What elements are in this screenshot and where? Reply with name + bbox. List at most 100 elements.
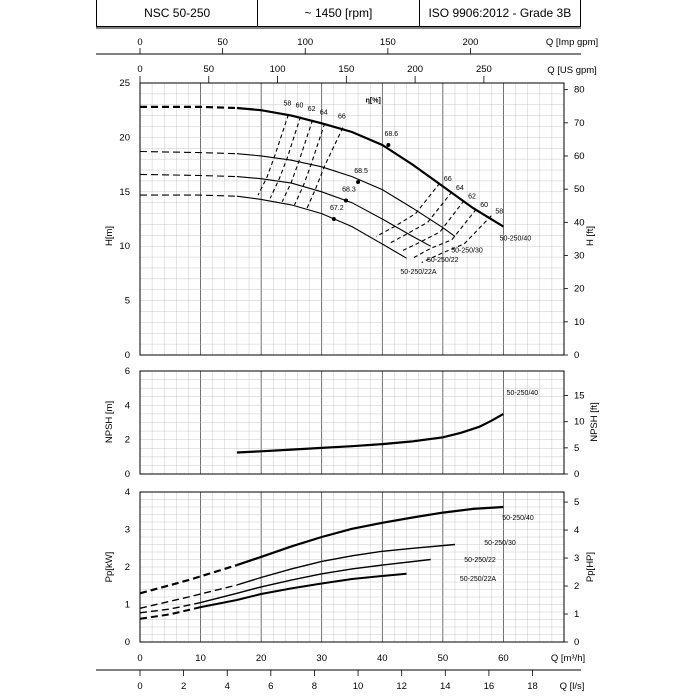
npsh-y-tick: 6 — [125, 366, 130, 377]
head-y-tick: 5 — [125, 296, 130, 307]
power-curve-dashed — [139, 564, 238, 595]
flow-m3h-tick: 10 — [195, 653, 206, 664]
head-curve-label: 50-250/30 — [451, 247, 483, 254]
power-y2-tick: 3 — [574, 553, 579, 564]
power-curve-dashed — [139, 606, 201, 620]
head-y2-tick: 40 — [574, 217, 585, 228]
npsh-plot — [139, 370, 565, 475]
flow-ls-tick: 6 — [268, 681, 273, 692]
power-y-tick: 1 — [125, 600, 130, 611]
flow-m3h-tick: 0 — [137, 653, 142, 664]
iso-efficiency-curve — [400, 200, 465, 253]
flow-ls-tick: 14 — [440, 681, 451, 692]
power-curve-label: 50-250/22 — [464, 557, 496, 564]
bep-marker — [356, 180, 361, 185]
npsh-y-tick: 2 — [125, 435, 130, 446]
efficiency-unit-label: η[%] — [366, 98, 381, 105]
power-y2-tick: 4 — [574, 525, 579, 536]
head-y2-tick: 50 — [574, 184, 585, 195]
imp-gpm-tick: 0 — [137, 37, 142, 48]
npsh-y2-tick: 0 — [574, 469, 579, 480]
iso-efficiency-label: 58 — [495, 209, 503, 216]
flow-ls-tick: 2 — [181, 681, 186, 692]
power-curve — [200, 558, 431, 604]
head-y2-tick: 30 — [574, 250, 585, 261]
npsh-y-label: NPSH [m] — [104, 401, 115, 443]
bep-label: 67.2 — [330, 205, 344, 212]
flow-ls-axis-label: Q [l/s] — [560, 681, 585, 692]
npsh-plot-frame — [139, 370, 565, 475]
power-curve-dashed — [139, 584, 238, 609]
iso-efficiency-curve — [257, 114, 289, 196]
power-curve-label: 50-250/40 — [502, 515, 534, 522]
iso-efficiency-curve — [269, 116, 302, 199]
iso-efficiency-label: 62 — [308, 106, 316, 113]
head-y2-tick: 0 — [574, 350, 579, 361]
head-y-tick: 0 — [125, 350, 130, 361]
head-curve-label: 50-250/40 — [500, 236, 532, 243]
power-curve — [236, 505, 504, 567]
iso-efficiency-label: 66 — [444, 176, 452, 183]
power-y2-tick: 2 — [574, 581, 579, 592]
power-y-tick: 2 — [125, 562, 130, 573]
iso-efficiency-label: 62 — [468, 194, 476, 201]
header-bar: NSC 50-250 ~ 1450 [rpm] ISO 9906:2012 - … — [96, 0, 581, 27]
flow-ls-tick: 10 — [353, 681, 364, 692]
power-curve-label: 50-250/30 — [484, 540, 516, 547]
iso-efficiency-label: 66 — [338, 114, 346, 121]
npsh-y2-tick: 15 — [574, 391, 585, 402]
imp-gpm-tick: 100 — [297, 37, 313, 48]
model-cell: NSC 50-250 — [97, 0, 259, 26]
iso-efficiency-curve — [281, 119, 314, 202]
npsh-y2-label: NPSH [ft] — [589, 402, 600, 442]
flow-ls-tick: 16 — [484, 681, 495, 692]
head-curve — [236, 195, 407, 259]
us-gpm-tick: 250 — [476, 64, 492, 75]
flow-m3h-tick: 60 — [498, 653, 509, 664]
power-y2-tick: 1 — [574, 609, 579, 620]
power-curve — [236, 543, 456, 586]
power-curve — [200, 572, 407, 609]
npsh-y2-tick: 10 — [574, 417, 585, 428]
power-y2-tick: 0 — [574, 637, 579, 648]
flow-ls-tick: 12 — [396, 681, 407, 692]
imp-gpm-tick: 50 — [217, 37, 228, 48]
power-y2-label: Pp[HP] — [585, 552, 596, 582]
imp-gpm-axis-label: Q [Imp gpm] — [546, 37, 598, 48]
npsh-y-tick: 4 — [125, 400, 130, 411]
speed-cell: ~ 1450 [rpm] — [258, 0, 420, 26]
flow-m3h-tick: 20 — [256, 653, 267, 664]
bep-marker — [331, 217, 336, 221]
iso-efficiency-curve — [388, 191, 453, 245]
bep-marker — [386, 143, 391, 148]
flow-ls-tick: 18 — [527, 681, 538, 692]
power-plot-frame — [139, 491, 565, 643]
head-y2-tick: 20 — [574, 284, 585, 295]
head-y-tick: 15 — [119, 187, 130, 198]
head-y-tick: 10 — [119, 241, 130, 252]
bep-label: 68.6 — [385, 131, 399, 138]
iso-efficiency-curve — [306, 127, 344, 210]
power-y-tick: 4 — [125, 487, 130, 498]
iso-efficiency-curve — [375, 182, 441, 237]
iso-efficiency-curve — [294, 123, 326, 206]
iso-efficiency-label: 64 — [456, 185, 464, 192]
head-y2-tick: 10 — [574, 317, 585, 328]
iso-efficiency-label: 64 — [320, 109, 328, 116]
power-curve-dashed — [139, 601, 201, 614]
power-y-label: Pp[kW] — [104, 552, 115, 583]
head-curve — [236, 106, 504, 228]
bep-marker — [343, 198, 348, 203]
head-y-tick: 25 — [119, 78, 130, 89]
head-curve-dashed — [139, 150, 237, 155]
power-curve-label: 50-250/22A — [460, 576, 497, 583]
flow-ls-tick: 4 — [225, 681, 230, 692]
head-y2-tick: 80 — [574, 85, 585, 96]
imp-gpm-tick: 200 — [463, 37, 479, 48]
iso-efficiency-label: 60 — [480, 202, 488, 209]
head-plot — [139, 82, 565, 356]
flow-m3h-axis-label: Q [m³/h] — [551, 653, 585, 664]
us-gpm-tick: 200 — [407, 64, 423, 75]
flow-ls-tick: 0 — [137, 681, 142, 692]
